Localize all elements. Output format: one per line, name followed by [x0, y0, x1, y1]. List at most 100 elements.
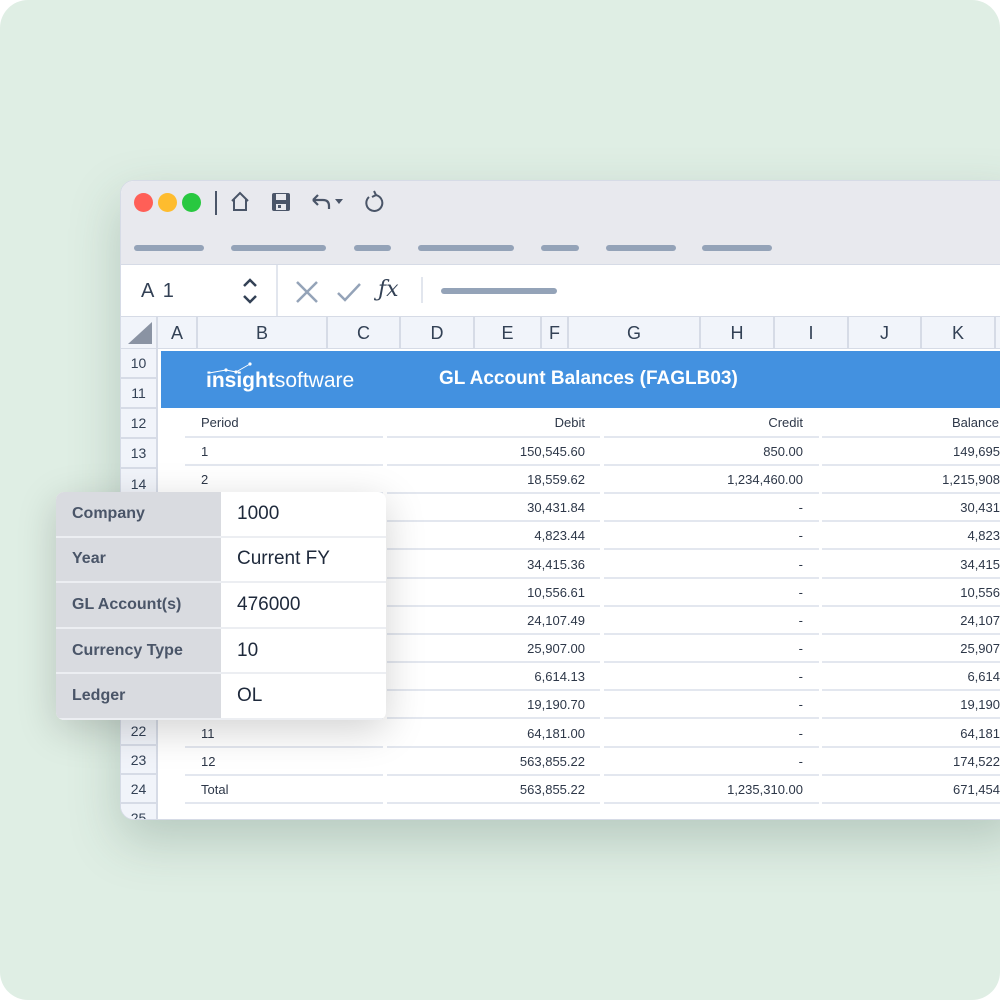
balance-cell[interactable]: 34,415	[822, 551, 1000, 579]
credit-cell[interactable]: -	[604, 663, 819, 692]
period-cell[interactable]: Total	[185, 776, 383, 804]
parameter-label: GL Account(s)	[56, 583, 221, 627]
debit-cell[interactable]: 24,107.49	[387, 607, 600, 635]
column-header-b[interactable]: B	[198, 317, 328, 349]
balance-cell[interactable]: 25,907	[822, 635, 1000, 664]
period-cell[interactable]: 11	[185, 720, 383, 748]
parameter-value[interactable]: 476000	[237, 593, 301, 615]
toolbar	[121, 181, 1000, 264]
debit-cell[interactable]: 25,907.00	[387, 635, 600, 664]
table-row: 12 563,855.22-174,522	[121, 748, 1000, 776]
parameter-value[interactable]: 1000	[237, 502, 280, 524]
credit-cell[interactable]: 850.00	[604, 438, 819, 466]
menu-item[interactable]	[418, 245, 514, 251]
menu-item[interactable]	[231, 245, 326, 251]
debit-cell[interactable]: 150,545.60	[387, 438, 600, 466]
row-header-10[interactable]: 10	[121, 349, 156, 379]
menu-item[interactable]	[606, 245, 676, 251]
debit-cell[interactable]: 10,556.61	[387, 579, 600, 607]
balance-cell[interactable]: 671,454	[822, 776, 1000, 804]
maximize-window-button[interactable]	[182, 193, 201, 212]
credit-cell[interactable]: -	[604, 691, 819, 720]
row-header-22[interactable]: 22	[121, 718, 156, 746]
minimize-window-button[interactable]	[158, 193, 177, 212]
function-icon[interactable]: ƒx	[378, 277, 399, 302]
debit-cell[interactable]: 563,855.22	[387, 748, 600, 776]
balance-cell[interactable]: 64,181	[822, 720, 1000, 748]
debit-cell[interactable]: 64,181.00	[387, 720, 600, 748]
balance-cell[interactable]: 19,190	[822, 691, 1000, 720]
credit-cell[interactable]: -	[604, 635, 819, 664]
period-cell[interactable]: 12	[185, 748, 383, 776]
credit-cell[interactable]: -	[604, 494, 819, 523]
undo-icon[interactable]	[309, 189, 347, 215]
balance-cell[interactable]: 174,522	[822, 748, 1000, 776]
credit-cell[interactable]: -	[604, 551, 819, 579]
credit-cell[interactable]: -	[604, 522, 819, 551]
chevron-up-down-icon[interactable]	[240, 276, 260, 306]
menu-item[interactable]	[134, 245, 204, 251]
parameter-value[interactable]: OL	[237, 685, 263, 707]
balance-cell[interactable]: 149,695	[822, 438, 1000, 466]
row-header-12[interactable]: 12	[121, 409, 156, 439]
balance-cell[interactable]: 4,823	[822, 522, 1000, 551]
menu-item[interactable]	[702, 245, 772, 251]
formula-input[interactable]	[441, 288, 557, 294]
column-header-j[interactable]: J	[849, 317, 922, 349]
credit-cell[interactable]: 1,234,460.00	[604, 466, 819, 495]
refresh-icon[interactable]	[361, 189, 385, 215]
row-header-13[interactable]: 13	[121, 439, 156, 469]
save-icon[interactable]	[270, 189, 292, 215]
credit-cell[interactable]: -	[604, 748, 819, 776]
credit-cell[interactable]: -	[604, 607, 819, 635]
menu-item[interactable]	[354, 245, 391, 251]
debit-cell[interactable]: 30,431.84	[387, 494, 600, 523]
debit-cell[interactable]: 19,190.70	[387, 691, 600, 720]
column-header-a[interactable]: A	[158, 317, 198, 349]
debit-cell[interactable]: 34,415.36	[387, 551, 600, 579]
period-cell[interactable]: 1	[185, 438, 383, 466]
column-header-c[interactable]: C	[328, 317, 401, 349]
corner-cell[interactable]	[121, 317, 158, 349]
column-header-f[interactable]: F	[542, 317, 569, 349]
debit-cell[interactable]: 563,855.22	[387, 776, 600, 804]
report-title: GL Account Balances (FAGLB03)	[439, 368, 738, 389]
row-header-11[interactable]: 11	[121, 379, 156, 409]
column-header-h[interactable]: H	[701, 317, 775, 349]
confirm-icon[interactable]	[336, 279, 362, 305]
period-cell[interactable]: 2	[185, 466, 383, 495]
formula-bar: A 1 ƒx	[121, 264, 1000, 317]
row-header-25[interactable]: 25	[121, 804, 156, 819]
column-header-k[interactable]: K	[922, 317, 996, 349]
close-window-button[interactable]	[134, 193, 153, 212]
column-header-e[interactable]: E	[475, 317, 542, 349]
credit-cell[interactable]: -	[604, 720, 819, 748]
parameter-label: Currency Type	[56, 628, 221, 673]
balance-cell[interactable]: 1,215,908	[822, 466, 1000, 495]
balance-cell[interactable]: 10,556	[822, 579, 1000, 607]
parameter-value[interactable]: Current FY	[237, 548, 330, 570]
balance-cell[interactable]: 6,614	[822, 663, 1000, 692]
column-header-i[interactable]: I	[775, 317, 849, 349]
home-icon[interactable]	[229, 189, 251, 215]
balance-cell[interactable]: 24,107	[822, 607, 1000, 635]
select-all-icon[interactable]	[127, 321, 153, 345]
parameter-label: Company	[56, 492, 221, 536]
debit-cell[interactable]: 18,559.62	[387, 466, 600, 495]
header-debit: Debit	[387, 408, 600, 438]
column-header-g[interactable]: G	[569, 317, 701, 349]
balance-cell[interactable]: 30,431	[822, 494, 1000, 523]
row-header-24[interactable]: 24	[121, 775, 156, 804]
credit-cell[interactable]: -	[604, 579, 819, 607]
debit-cell[interactable]: 4,823.44	[387, 522, 600, 551]
column-header-d[interactable]: D	[401, 317, 475, 349]
debit-cell[interactable]: 6,614.13	[387, 663, 600, 692]
menu-item[interactable]	[541, 245, 579, 251]
credit-cell[interactable]: 1,235,310.00	[604, 776, 819, 804]
parameter-value[interactable]: 10	[237, 639, 259, 661]
row-header-23[interactable]: 23	[121, 746, 156, 775]
parameters-panel: Company 1000 Year Current FY GL Account(s) 47…	[56, 492, 386, 720]
column-header[interactable]	[996, 317, 1000, 349]
name-box[interactable]: A 1	[141, 280, 176, 302]
cancel-icon[interactable]	[294, 279, 320, 305]
